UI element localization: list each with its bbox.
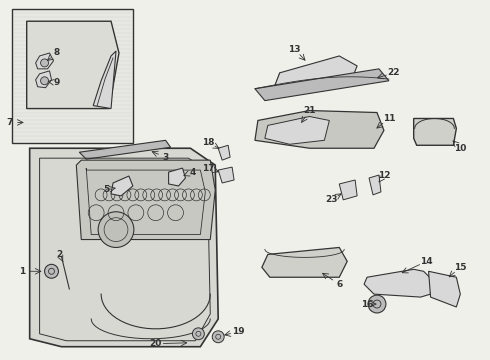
Text: 6: 6 [336, 280, 343, 289]
Polygon shape [369, 175, 381, 195]
Text: 20: 20 [149, 339, 162, 348]
Text: 11: 11 [383, 114, 395, 123]
Polygon shape [218, 167, 234, 183]
Polygon shape [414, 118, 456, 145]
Polygon shape [79, 140, 171, 159]
Polygon shape [429, 271, 460, 307]
Text: 23: 23 [325, 195, 338, 204]
Text: 19: 19 [232, 327, 245, 336]
Text: 22: 22 [388, 68, 400, 77]
Text: 3: 3 [163, 153, 169, 162]
Text: 14: 14 [420, 257, 433, 266]
Circle shape [368, 295, 386, 313]
Circle shape [212, 331, 224, 343]
Circle shape [45, 264, 58, 278]
Text: 18: 18 [202, 138, 215, 147]
Circle shape [193, 328, 204, 340]
Polygon shape [26, 21, 119, 109]
Polygon shape [111, 176, 133, 196]
Text: 5: 5 [103, 185, 109, 194]
Polygon shape [36, 71, 51, 88]
Polygon shape [30, 148, 218, 347]
Polygon shape [93, 51, 116, 109]
FancyBboxPatch shape [12, 9, 133, 143]
Text: 7: 7 [7, 118, 13, 127]
Text: 8: 8 [53, 49, 60, 58]
Polygon shape [36, 53, 53, 69]
Polygon shape [218, 145, 230, 160]
Text: 12: 12 [378, 171, 390, 180]
Circle shape [41, 59, 49, 67]
Polygon shape [255, 111, 384, 148]
Polygon shape [364, 269, 434, 297]
Text: 13: 13 [288, 45, 301, 54]
Text: 4: 4 [189, 167, 196, 176]
Text: 2: 2 [56, 250, 63, 259]
Polygon shape [255, 69, 389, 100]
Text: 1: 1 [19, 267, 25, 276]
Polygon shape [262, 247, 347, 277]
Circle shape [41, 77, 49, 85]
Polygon shape [275, 56, 357, 96]
Text: 10: 10 [454, 144, 466, 153]
Polygon shape [339, 180, 357, 200]
Polygon shape [76, 160, 215, 239]
Text: 16: 16 [361, 300, 373, 309]
Text: 17: 17 [202, 163, 215, 172]
Text: 9: 9 [53, 78, 60, 87]
Polygon shape [169, 168, 185, 186]
Polygon shape [265, 117, 329, 144]
Text: 21: 21 [303, 106, 316, 115]
Circle shape [98, 212, 134, 247]
Text: 15: 15 [454, 263, 466, 272]
